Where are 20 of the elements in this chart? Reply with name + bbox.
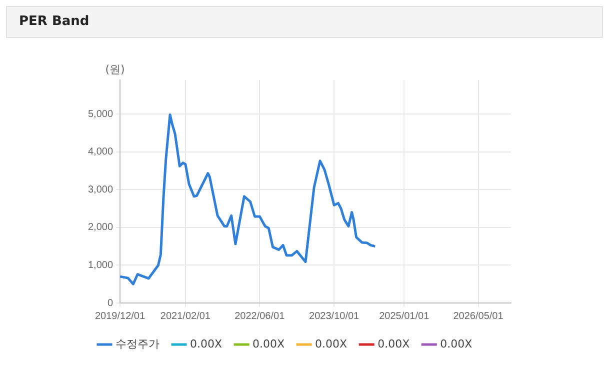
y-axis-title: (원) [105,62,125,76]
x-tick-label: 2025/01/01 [379,310,430,322]
chart-title: PER Band [19,14,90,29]
y-tick-label: 2,000 [88,222,114,234]
legend-label: 0.00X [440,337,473,350]
x-tick-label: 2023/10/01 [309,310,360,322]
x-tick-label: 2022/06/01 [234,310,286,322]
legend-label: 0.00X [190,337,222,350]
legend-label: 수정주가 [116,337,160,350]
y-tick-label: 3,000 [88,184,114,196]
y-tick-label: 0 [107,298,114,309]
y-tick-label: 5,000 [88,108,114,120]
legend-label: 0.00X [315,337,348,350]
legend-label: 0.00X [378,337,410,350]
legend-label: 0.00X [252,337,286,350]
x-tick-label: 2019/12/01 [94,310,146,322]
x-tick-label: 2021/02/01 [160,310,211,322]
y-tick-label: 1,000 [88,260,114,271]
y-tick-label: 4,000 [88,146,114,158]
x-tick-label: 2026/05/01 [453,310,504,322]
